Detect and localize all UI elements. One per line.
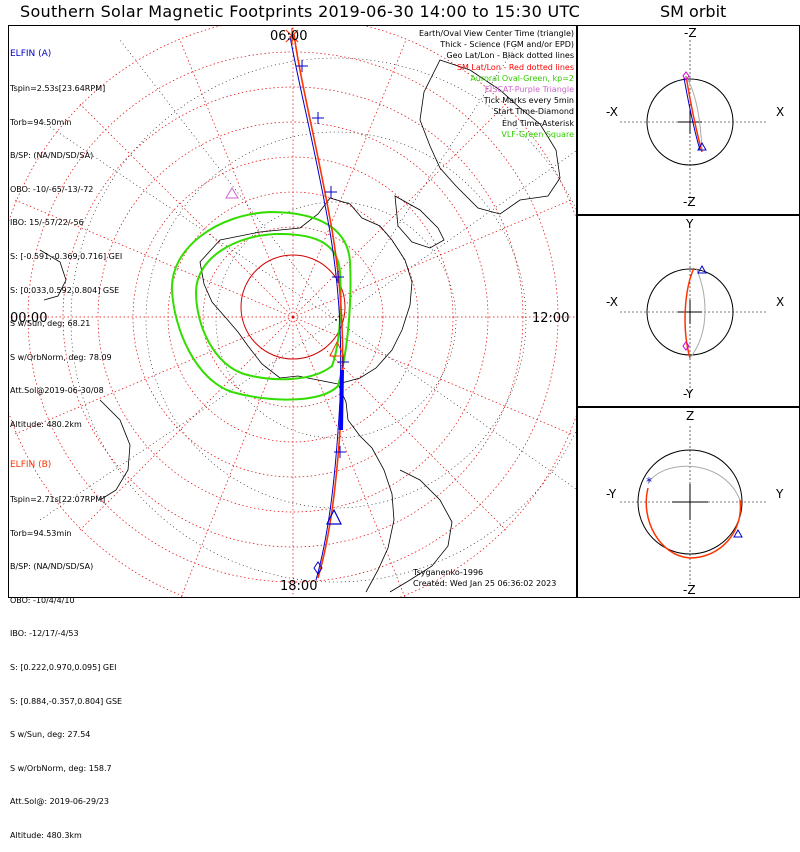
legend-item: VLF-Green Square xyxy=(501,129,574,139)
orbit-xy-right-label: X xyxy=(776,295,784,309)
probe-b-line: S w/Sun, deg: 27.54 xyxy=(10,730,91,740)
probe-a-line: S w/OrbNorm, deg: 78.09 xyxy=(10,352,112,362)
probe-a-line: S: [-0.591,-0.369,0.716] GEI xyxy=(10,251,123,261)
mlt-label-0600: 06:00 xyxy=(270,29,307,44)
probe-a-name: ELFIN (A) xyxy=(10,49,52,60)
orbit-yz-right-label: Y xyxy=(775,487,784,501)
orbit-xz-left-label: -X xyxy=(606,105,618,119)
orbit-plots: -Z -Z -X X Y -Y -X X * Z -Z -Y Y xyxy=(606,26,784,597)
legend-item: End Time-Asterisk xyxy=(501,118,574,128)
probe-a-line: Altitude: 480.2km xyxy=(10,419,82,429)
probe-a-info: ELFIN (A) Tspin=2.53s[23.64RPM] Torb=94.… xyxy=(10,27,122,441)
coastlines xyxy=(39,59,561,593)
probe-b-line: S: [0.884,-0.357,0.804] GSE xyxy=(10,696,123,706)
orbit-yz-top-label: Z xyxy=(686,409,694,423)
probe-a-line: Tspin=2.53s[23.64RPM] xyxy=(10,84,106,93)
orbit-xz-right-label: X xyxy=(776,105,784,119)
footprint-map-frame xyxy=(8,25,577,598)
elfin-a-science-segment xyxy=(339,369,344,431)
probe-a-line: B/SP: (NA/ND/SD/SA) xyxy=(10,151,94,161)
probe-a-line: S: [0.033,0.592,0.804] GSE xyxy=(10,285,120,295)
legend-item: EISCAT-Purple Triangle xyxy=(484,84,574,94)
probe-b-line: S: [0.222,0.970,0.095] GEI xyxy=(10,662,117,672)
plot-title: Southern Solar Magnetic Footprints 2019-… xyxy=(20,2,581,21)
orbit-plot-yz: * Z -Z -Y Y xyxy=(606,409,784,597)
orbit-xz-bottom-label: -Z xyxy=(683,195,696,209)
probe-b-line: Torb=94.53min xyxy=(10,528,72,538)
probe-a-line: OBO: -10/-65/-13/-72 xyxy=(10,184,94,194)
legend-item: SM Lat/Lon - Red dotted lines xyxy=(456,62,574,72)
probe-b-line: S w/OrbNorm, deg: 158.7 xyxy=(10,763,112,773)
orbit-yz-bottom-label: -Z xyxy=(683,583,696,597)
orbit-xz-top-label: -Z xyxy=(684,26,697,40)
orbit-plot-xy: Y -Y -X X xyxy=(606,217,784,401)
probe-b-name: ELFIN (B) xyxy=(10,460,52,471)
probe-a-line: S w/Sun, deg: 68.21 xyxy=(10,319,91,329)
mlt-label-1200: 12:00 xyxy=(532,311,569,326)
sm-grid xyxy=(9,26,576,597)
svg-text:*: * xyxy=(646,475,652,489)
orbit-xy-top-label: Y xyxy=(685,217,694,231)
orbit-yz-left-label: -Y xyxy=(606,487,617,501)
legend-item: Thick - Science (FGM and/or EPD) xyxy=(440,40,574,50)
probe-a-line: Att.Sol@2019-06-30/08 xyxy=(10,386,104,396)
eiscat-marker xyxy=(225,187,239,199)
orbit-xy-bottom-label: -Y xyxy=(683,387,694,401)
legend-item: Earth/Oval View Center Time (triangle) xyxy=(418,29,574,38)
credits: Tsyganenko-1996 Created: Wed Jan 25 06:3… xyxy=(413,567,556,589)
probe-b-line: Att.Sol@: 2019-06-29/23 xyxy=(10,797,109,807)
elfin-a-footprint xyxy=(289,35,342,581)
probe-a-line: Torb=94.50min xyxy=(10,117,72,127)
orbit-title: SM orbit xyxy=(660,2,727,21)
sm-pole-circle xyxy=(240,254,346,360)
probe-b-line: Tspin=2.71s[22.07RPM] xyxy=(10,495,106,504)
mlt-label-0000: 00:00 xyxy=(10,311,47,326)
orbit-plot-xz: -Z -Z -X X xyxy=(606,26,784,209)
legend-item: Auroral Oval-Green, kp=2 xyxy=(470,73,574,83)
view-center-triangle-b xyxy=(329,340,345,357)
end-asterisk xyxy=(285,28,299,44)
geo-grid xyxy=(39,39,576,583)
credit-created: Created: Wed Jan 25 06:36:02 2023 xyxy=(413,579,557,588)
probe-b-line: IBO: -12/17/-4/53 xyxy=(10,629,79,639)
tick-marks xyxy=(296,60,349,458)
legend-item: Tick Marks every 5min xyxy=(483,96,574,106)
view-center-triangle-a xyxy=(326,508,342,525)
probe-a-line: IBO: 15/-57/22/-56 xyxy=(10,218,84,228)
orbit-xy-left-label: -X xyxy=(606,295,618,309)
footprint-map: 06:00 12:00 18:00 00:00 xyxy=(9,26,576,597)
probe-b-line: Altitude: 480.3km xyxy=(10,830,82,840)
legend-item: Start Time-Diamond xyxy=(493,107,574,117)
elfin-b-footprint xyxy=(293,33,344,579)
start-diamond xyxy=(313,561,323,575)
mlt-label-1800: 18:00 xyxy=(280,579,317,594)
map-legend: Earth/Oval View Center Time (triangle) T… xyxy=(419,28,574,140)
legend-item: Geo Lat/Lon - Black dotted lines xyxy=(446,51,574,61)
probe-b-line: B/SP: (NA/ND/SD/SA) xyxy=(10,562,94,572)
credit-model: Tsyganenko-1996 xyxy=(413,568,484,577)
